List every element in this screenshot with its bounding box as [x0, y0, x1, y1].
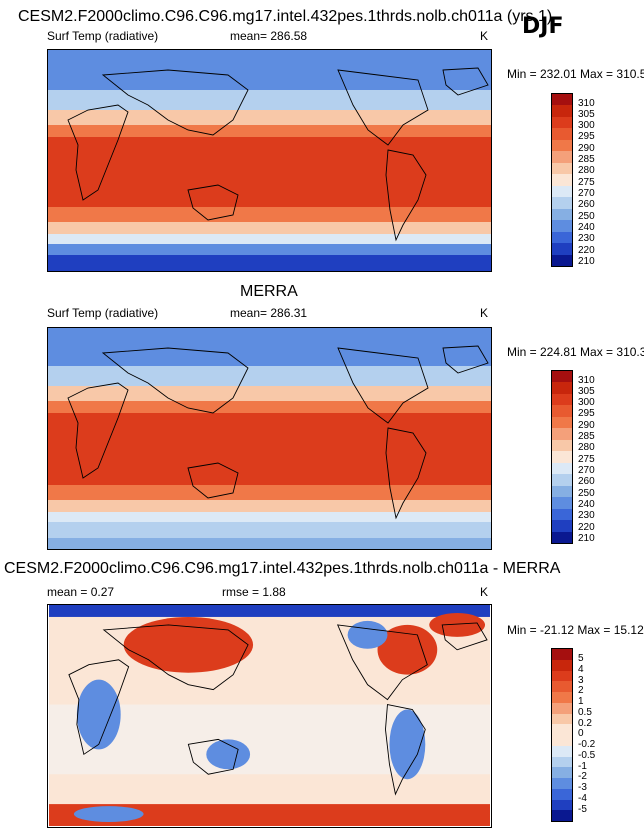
tick: 270	[578, 465, 595, 476]
tick: 240	[578, 222, 595, 233]
panel2-minmax: Min = 224.81 Max = 310.34	[507, 345, 644, 359]
tick: -4	[578, 793, 587, 804]
map-graphic	[48, 328, 491, 549]
tick: 250	[578, 211, 595, 222]
tick: 5	[578, 653, 584, 664]
tick: 3	[578, 675, 584, 686]
tick: 0.5	[578, 707, 592, 718]
panel3-section-title: CESM2.F2000climo.C96.C96.mg17.intel.432p…	[4, 560, 561, 577]
panel1-variable: Surf Temp (radiative)	[47, 29, 159, 43]
tick: 300	[578, 120, 595, 131]
tick: 0.2	[578, 718, 592, 729]
tick: 250	[578, 488, 595, 499]
panel3-difference-map	[47, 604, 492, 828]
panel1-minmax: Min = 232.01 Max = 310.59	[507, 67, 644, 81]
season-label: DJF	[522, 14, 564, 39]
tick: -0.2	[578, 739, 596, 750]
tick: 210	[578, 256, 595, 267]
tick: 285	[578, 154, 595, 165]
tick: 280	[578, 442, 595, 453]
tick: 1	[578, 696, 584, 707]
panel2-mean: mean= 286.31	[230, 306, 308, 320]
panel2-colorbar	[551, 370, 573, 544]
panel3-colorbar	[551, 648, 573, 822]
tick: 210	[578, 533, 595, 544]
tick: 4	[578, 664, 584, 675]
panel1-mean: mean= 286.58	[230, 29, 308, 43]
tick: 0	[578, 728, 584, 739]
tick: -0.5	[578, 750, 596, 761]
tick: 310	[578, 98, 595, 109]
figure-title: CESM2.F2000climo.C96.C96.mg17.intel.432p…	[18, 8, 553, 25]
tick: 310	[578, 375, 595, 386]
tick: 220	[578, 245, 595, 256]
panel3-minmax: Min = -21.12 Max = 15.12	[507, 623, 644, 637]
panel2-section-title: MERRA	[240, 283, 298, 300]
tick: 270	[578, 188, 595, 199]
panel3-units: K	[480, 585, 489, 599]
map-graphic	[48, 50, 491, 271]
tick: 280	[578, 165, 595, 176]
panel1-colorbar	[551, 93, 573, 267]
tick: 275	[578, 454, 595, 465]
panel2-units: K	[480, 306, 489, 320]
tick: 305	[578, 386, 595, 397]
tick: 295	[578, 131, 595, 142]
tick: 260	[578, 476, 595, 487]
tick: 290	[578, 143, 595, 154]
tick: -5	[578, 804, 587, 815]
tick: -3	[578, 782, 587, 793]
panel1-units: K	[480, 29, 489, 43]
tick: 230	[578, 233, 595, 244]
panel3-mean: mean = 0.27	[47, 585, 115, 599]
tick: 305	[578, 109, 595, 120]
panel2-merra-temperature-map	[47, 327, 492, 550]
tick: 290	[578, 420, 595, 431]
tick: 285	[578, 431, 595, 442]
panel2-variable: Surf Temp (radiative)	[47, 306, 159, 320]
tick: 240	[578, 499, 595, 510]
tick: 295	[578, 408, 595, 419]
tick: 275	[578, 177, 595, 188]
map-graphic	[48, 605, 491, 826]
tick: 230	[578, 510, 595, 521]
tick: 220	[578, 522, 595, 533]
panel3-rmse: rmse = 1.88	[222, 585, 286, 599]
panel1-model-temperature-map	[47, 49, 492, 272]
tick: -1	[578, 761, 587, 772]
tick: 2	[578, 685, 584, 696]
tick: -2	[578, 771, 587, 782]
tick: 300	[578, 397, 595, 408]
tick: 260	[578, 199, 595, 210]
